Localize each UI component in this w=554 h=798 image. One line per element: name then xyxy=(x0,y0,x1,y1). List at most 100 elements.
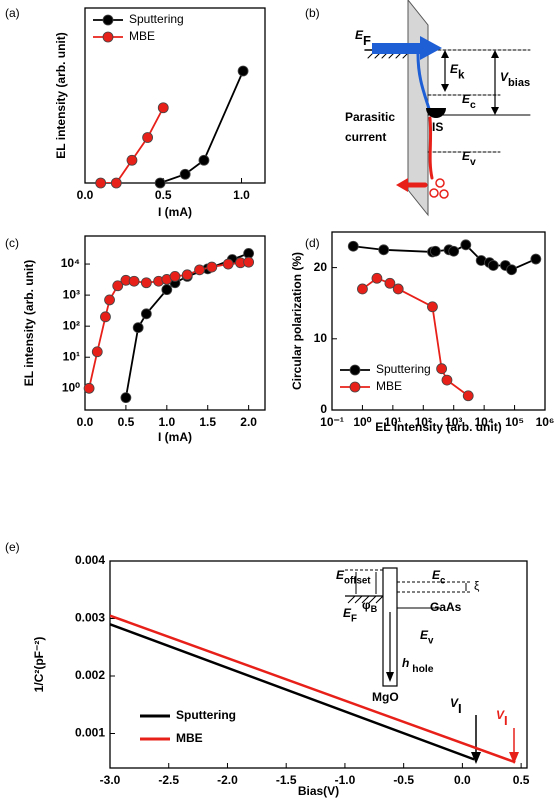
legend-marker xyxy=(349,364,361,376)
data-point xyxy=(371,272,383,284)
series-line xyxy=(110,614,516,764)
label-phib-main: φ xyxy=(362,598,371,612)
label-ev-sub: v xyxy=(428,635,434,646)
x-tick-label: 0.0 xyxy=(77,415,94,429)
x-axis-title: I (mA) xyxy=(158,430,192,444)
data-point xyxy=(120,392,132,404)
y-tick-label: 0.002 xyxy=(75,668,105,682)
x-tick-label: 1.0 xyxy=(158,415,175,429)
x-tick-label: -2.5 xyxy=(158,773,179,787)
data-point xyxy=(83,382,95,394)
label-xi: ξ xyxy=(474,579,480,593)
data-point xyxy=(91,346,103,358)
y-tick-label: 10² xyxy=(63,318,80,332)
y-axis-title: Circular polarization (%) xyxy=(290,252,304,390)
label-ef: EF xyxy=(355,28,371,48)
y-tick-label: 10⁴ xyxy=(61,256,80,270)
x-axis-title: I (mA) xyxy=(158,205,192,219)
data-point xyxy=(506,264,518,276)
data-point xyxy=(384,277,396,289)
data-point xyxy=(181,269,193,281)
label-ev: Ev xyxy=(420,628,434,646)
hatching xyxy=(367,50,411,59)
label-phib-sub: B xyxy=(371,605,378,615)
data-point xyxy=(161,284,173,296)
data-point xyxy=(441,374,453,386)
data-point xyxy=(222,258,234,270)
label-ef-sub: F xyxy=(363,33,371,48)
hole xyxy=(429,188,439,198)
label-vbias-sub: bias xyxy=(508,77,530,89)
label-eoffset-main: E xyxy=(336,568,345,582)
panel-label: (d) xyxy=(305,236,320,250)
series-line xyxy=(110,623,475,761)
electron-arrow-head xyxy=(420,36,442,60)
y-axis-title: EL intensity (arb. unit) xyxy=(54,32,68,158)
y-tick-label: 10 xyxy=(314,331,328,345)
y-tick-label: 10¹ xyxy=(63,349,80,363)
label-is: IS xyxy=(432,120,443,134)
hole xyxy=(435,178,445,188)
x-tick-label: 10⁻¹ xyxy=(320,415,344,429)
series-line xyxy=(159,70,244,183)
x-tick-label: 10² xyxy=(415,415,432,429)
label-ec: Ec xyxy=(432,568,446,586)
x-tick-label: -1.0 xyxy=(335,773,356,787)
arrow-head xyxy=(491,107,499,115)
x-tick-label: 10⁴ xyxy=(474,415,493,429)
label-vi: VI xyxy=(450,696,462,716)
data-point xyxy=(95,177,107,189)
plot-frame xyxy=(84,7,266,184)
data-point xyxy=(154,177,166,189)
x-tick-label: 10⁵ xyxy=(505,415,524,429)
x-tick-label: 0.5 xyxy=(118,415,135,429)
arrow-head xyxy=(441,84,449,92)
data-point xyxy=(142,132,154,143)
label-phib: φB xyxy=(362,598,378,614)
label-ec-sub: c xyxy=(470,100,476,111)
data-point xyxy=(429,245,441,257)
label-ec-sub: c xyxy=(440,575,446,586)
hole xyxy=(439,189,449,199)
plot-frame xyxy=(84,235,266,411)
label-vi-sub: I xyxy=(458,701,462,716)
data-point xyxy=(157,102,169,114)
arrow-head xyxy=(509,752,519,764)
label-vi-red-sub: I xyxy=(504,713,508,728)
legend-label: MBE xyxy=(376,379,402,393)
x-tick-label: 0.0 xyxy=(454,773,471,787)
x-axis-title: Bias(V) xyxy=(298,784,339,798)
legend-label: MBE xyxy=(129,29,155,43)
data-point xyxy=(462,390,474,402)
x-tick-label: -3.0 xyxy=(100,773,121,787)
panel-label: (b) xyxy=(305,6,320,20)
label-ec-main: E xyxy=(432,568,441,582)
label-vbias: Vbias xyxy=(500,70,530,89)
legend-label: MBE xyxy=(176,731,203,745)
x-tick-label: 0.5 xyxy=(155,188,172,202)
x-tick-label: 0.0 xyxy=(77,188,94,202)
legend-label: Sputtering xyxy=(176,708,236,722)
data-point xyxy=(487,260,499,271)
label-hole-main: h xyxy=(402,656,409,670)
series-line xyxy=(100,107,165,183)
data-point xyxy=(128,275,140,287)
x-tick-label: -1.5 xyxy=(276,773,297,787)
relaxation-path xyxy=(416,52,432,114)
label-ek-sub: k xyxy=(458,68,465,81)
data-point xyxy=(140,277,152,289)
label-ev: Ev xyxy=(462,149,476,167)
panel-label: (c) xyxy=(5,236,19,250)
label-ef: EF xyxy=(343,606,357,624)
label-ec: Ec xyxy=(462,92,476,110)
data-point xyxy=(357,283,368,295)
x-tick-label: 10⁰ xyxy=(353,415,371,429)
x-tick-label: 2.0 xyxy=(240,415,257,429)
legend-label: Sputtering xyxy=(376,362,431,376)
label-eoffset: Eoffset xyxy=(336,568,371,586)
y-tick-label: 0.003 xyxy=(75,611,105,625)
data-point xyxy=(126,154,138,166)
arrow-head xyxy=(471,752,481,764)
y-axis-title: 1/C²(pF⁻²) xyxy=(32,637,46,693)
